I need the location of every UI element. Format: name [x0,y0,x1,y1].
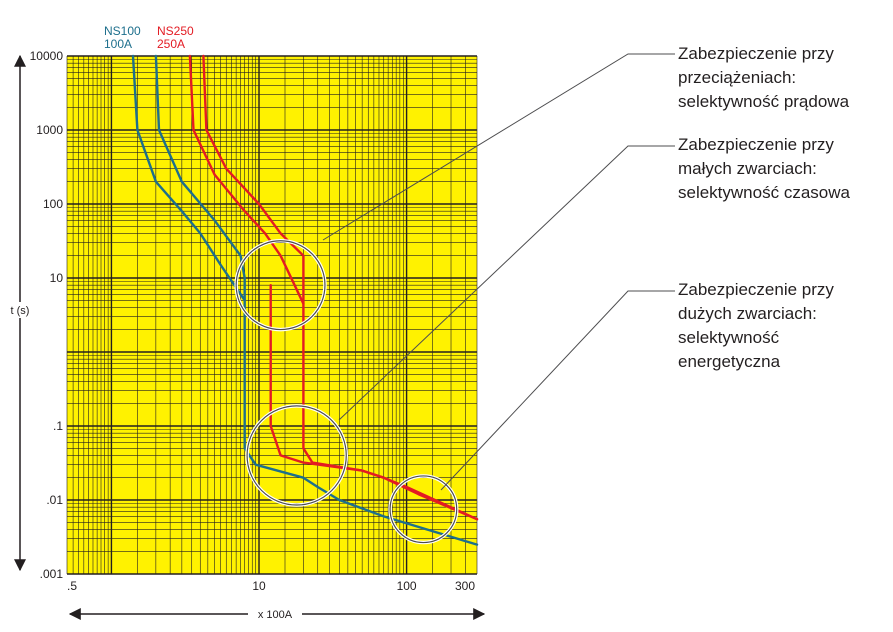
legend-ns250-line1: NS250 [157,24,194,38]
y-tick-label: 100 [43,197,63,211]
highlight-circle [246,405,347,506]
annotation-small-short-line2: małych zwarciach: [678,159,817,178]
curve-ns250-0 [188,54,305,305]
annotation-overload-line3: selektywność prądowa [678,92,850,111]
annotation-small-short-line1: Zabezpieczenie przy [678,135,834,154]
highlight-circle [389,475,458,544]
annotation-overload-line2: przeciążeniach: [678,68,796,87]
highlight-circle [235,240,326,331]
y-tick-label: .01 [46,493,63,507]
curve-ns250-3 [269,284,479,521]
y-tick-label: 10000 [30,49,64,63]
annotation-large-short-line2: dużych zwarciach: [678,304,817,323]
y-tick-label: 10 [50,271,64,285]
annotation-overload-line1: Zabezpieczenie przy [678,44,834,63]
annotation-small-short-leader [338,145,675,421]
x-tick-label: 100 [397,579,417,593]
y-tick-label: .001 [40,567,64,581]
y-tick-label: 1000 [36,123,63,137]
x-axis-label: x 100A [258,609,293,621]
x-tick-label: 300 [455,579,475,593]
annotation-large-short-line3: selektywność [678,328,780,347]
y-axis-label: t (s) [11,305,30,317]
annotation-large-short-leader [440,290,675,491]
axis-ticks: 10000 1000 100 10 .1 .01 .001.5 10 100 300 [30,49,476,593]
curve-ns250-1 [202,54,305,257]
annotation-overload-leader [322,53,675,241]
plot-area [67,56,477,574]
x-tick-label: 10 [252,579,266,593]
annotation-large-short-line1: Zabezpieczenie przy [678,280,834,299]
legend-ns100-line1: NS100 [104,24,141,38]
y-axis-label-bg [6,302,36,318]
curve-ns100-1 [154,54,246,280]
legend-ns100-line2: 100A [104,37,132,51]
y-tick-label: .1 [53,419,63,433]
legend-ns250-line2: 250A [157,37,185,51]
annotation-small-short-line3: selektywność czasowa [678,183,851,202]
annotation-large-short-line4: energetyczna [678,352,781,371]
x-tick-label: .5 [67,579,77,593]
curve-ns100-0 [131,54,246,302]
highlight-circles [234,239,459,545]
x-axis-label-bg [248,606,302,622]
